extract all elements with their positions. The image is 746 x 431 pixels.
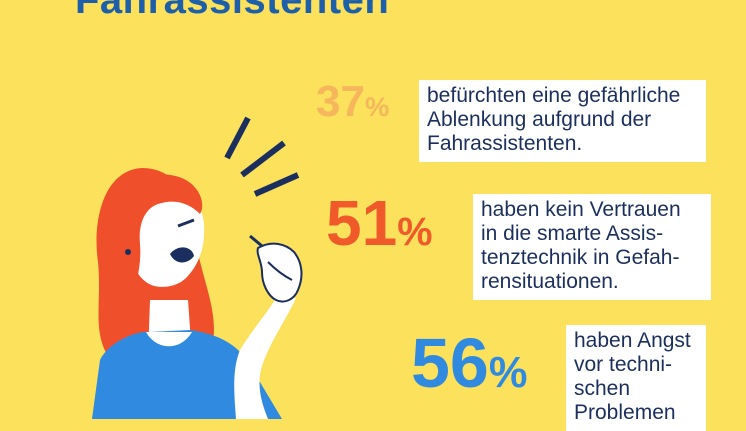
stat-2-text: haben kein Vertrauen in die smarte Assis… — [473, 194, 711, 300]
stat-3-percentage: 56% — [411, 324, 528, 402]
stat-2-percentage: 51% — [326, 187, 433, 259]
mouth — [170, 247, 194, 263]
arm — [234, 298, 296, 419]
stat-3-text: haben Angst vor techni- schen Problemen — [566, 325, 706, 431]
shirt — [92, 330, 282, 419]
stat-1-text: befürchten eine gefährliche Ablenkung au… — [419, 80, 706, 162]
woman-illustration — [92, 116, 303, 419]
shout-lines-icon — [224, 116, 300, 197]
page-title: Fahrassistenten — [75, 0, 390, 22]
stat-1-percentage: 37% — [316, 77, 390, 126]
